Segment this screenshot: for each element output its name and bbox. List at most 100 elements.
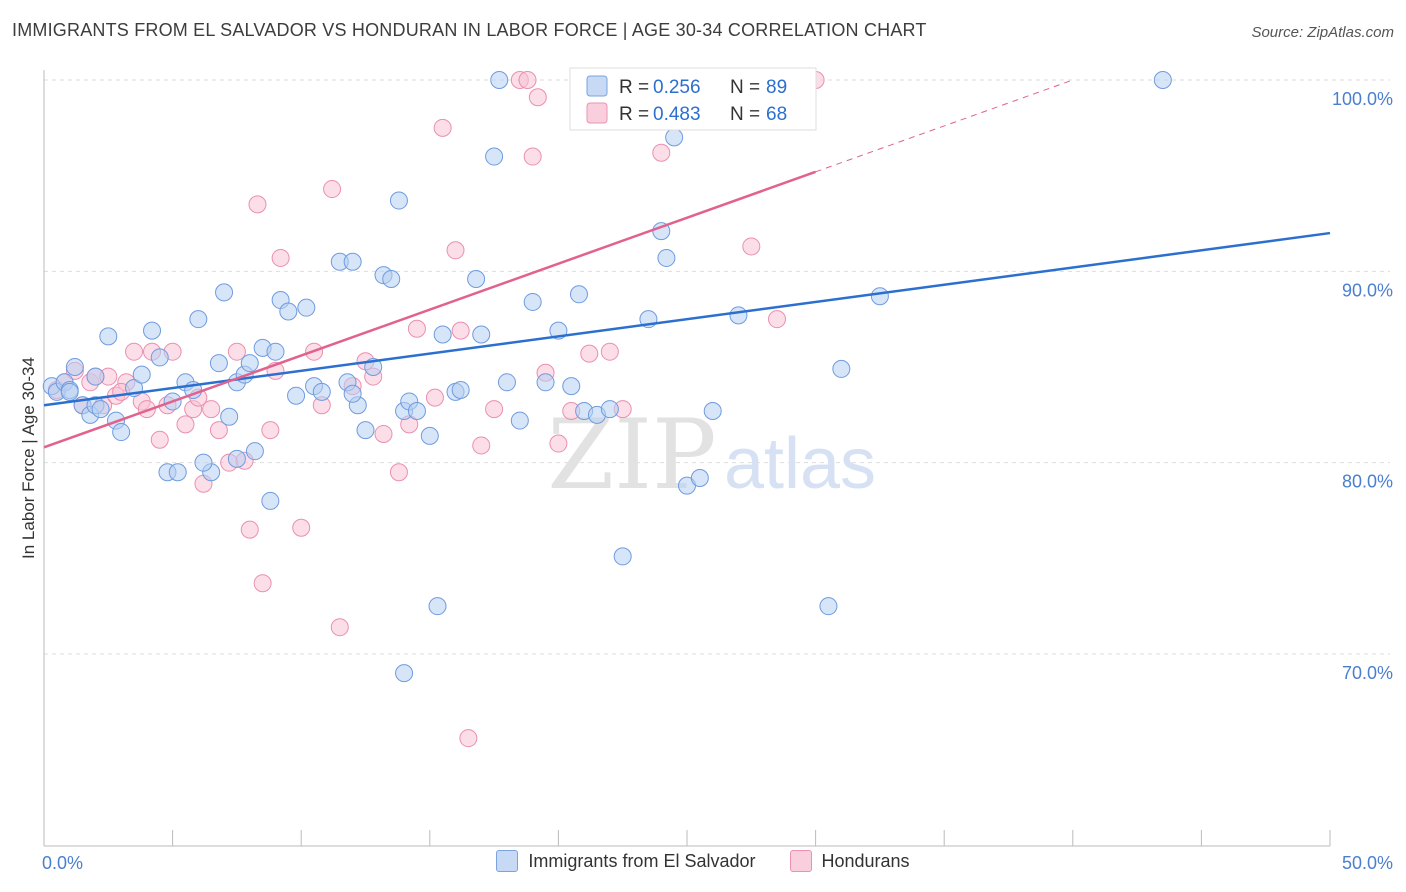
pink-point bbox=[459, 729, 478, 748]
y-tick-label: 90.0% bbox=[1342, 280, 1393, 300]
legend-pink-swatch bbox=[586, 102, 608, 124]
blue-point bbox=[65, 358, 84, 376]
pink-point bbox=[389, 463, 408, 482]
pink-point bbox=[240, 520, 259, 539]
el-salvador-swatch bbox=[496, 850, 519, 872]
blue-point bbox=[189, 310, 208, 329]
blue-point bbox=[395, 664, 414, 683]
blue-point bbox=[870, 287, 889, 306]
pink-point bbox=[209, 421, 228, 440]
pink-point bbox=[768, 310, 787, 329]
legend-pink-r-value: 0.483 bbox=[653, 104, 701, 125]
pink-point bbox=[518, 71, 537, 89]
y-tick-label: 100.0% bbox=[1332, 89, 1393, 109]
blue-point bbox=[150, 348, 169, 367]
blue-point bbox=[467, 269, 486, 288]
blue-point bbox=[600, 400, 619, 419]
blue-point bbox=[132, 365, 151, 384]
blue-point bbox=[168, 463, 187, 482]
correlation-legend: R = 0.256 N = 89 R = 0.483 N = 68 bbox=[569, 67, 817, 131]
legend-box bbox=[569, 67, 817, 131]
pink-point bbox=[528, 88, 547, 107]
y-tick-label: 80.0% bbox=[1342, 472, 1393, 492]
trend-lines bbox=[43, 79, 1331, 449]
blue-point bbox=[569, 285, 588, 304]
pink-point bbox=[271, 248, 290, 267]
hondurans-trend-line bbox=[43, 170, 817, 449]
source-credit: Source: ZipAtlas.com bbox=[1251, 24, 1394, 41]
pink-point bbox=[472, 436, 491, 455]
hondurans-swatch bbox=[789, 850, 812, 872]
blue-point bbox=[819, 597, 838, 616]
blue-point bbox=[60, 382, 79, 401]
legend-item-el-salvador: Immigrants from El Salvador bbox=[496, 850, 756, 872]
y-tick-labels: 100.0% 90.0% 80.0% 70.0% bbox=[1332, 89, 1393, 683]
blue-point bbox=[433, 325, 452, 344]
blue-point bbox=[451, 380, 470, 399]
pink-point bbox=[425, 388, 444, 407]
blue-point bbox=[99, 327, 118, 346]
blue-point bbox=[261, 491, 280, 510]
blue-point bbox=[215, 283, 234, 302]
hondurans-label: Hondurans bbox=[821, 850, 910, 871]
y-axis-label: In Labor Force | Age 30-34 bbox=[19, 357, 38, 559]
blue-point bbox=[266, 342, 285, 361]
blue-point bbox=[312, 382, 331, 401]
blue-point bbox=[510, 411, 529, 430]
blue-point bbox=[194, 453, 213, 472]
blue-point bbox=[245, 442, 264, 461]
watermark-atlas: atlas bbox=[724, 424, 876, 504]
legend-blue-r-label: R = bbox=[619, 77, 649, 98]
pink-point bbox=[330, 618, 349, 637]
blue-point bbox=[832, 359, 851, 378]
blue-point bbox=[536, 373, 555, 392]
blue-point bbox=[112, 423, 131, 442]
legend-blue-n-value: 89 bbox=[766, 77, 787, 98]
pink-point bbox=[446, 241, 465, 260]
blue-point bbox=[703, 402, 722, 421]
pink-point bbox=[652, 143, 671, 162]
blue-point bbox=[690, 468, 709, 487]
legend-blue-swatch bbox=[586, 75, 608, 97]
blue-point bbox=[86, 367, 105, 386]
pink-point bbox=[176, 415, 195, 434]
blue-point bbox=[240, 354, 259, 373]
blue-point bbox=[497, 373, 516, 392]
blue-point bbox=[729, 306, 748, 325]
blue-point bbox=[485, 147, 504, 166]
legend-pink-n-value: 68 bbox=[766, 104, 787, 125]
pink-point bbox=[261, 421, 280, 440]
blue-point bbox=[490, 71, 509, 89]
blue-point bbox=[1153, 71, 1172, 89]
el-salvador-label: Immigrants from El Salvador bbox=[528, 850, 756, 871]
pink-point bbox=[292, 518, 311, 537]
blue-point bbox=[209, 354, 228, 373]
series-legend: Immigrants from El Salvador Hondurans bbox=[0, 850, 1406, 872]
blue-point bbox=[297, 298, 316, 317]
pink-point bbox=[433, 118, 452, 137]
blue-point bbox=[389, 191, 408, 210]
pink-point bbox=[549, 434, 568, 453]
blue-point bbox=[227, 449, 246, 468]
pink-point bbox=[227, 342, 246, 361]
el-salvador-points bbox=[42, 71, 1172, 683]
blue-point bbox=[523, 292, 542, 311]
pink-point bbox=[202, 400, 221, 419]
y-tick-label: 70.0% bbox=[1342, 663, 1393, 683]
blue-point bbox=[665, 128, 684, 147]
legend-pink-r-label: R = bbox=[619, 104, 649, 125]
blue-point bbox=[356, 421, 375, 440]
hondurans-trend-extension bbox=[815, 79, 1073, 173]
legend-blue-n-label: N = bbox=[730, 77, 760, 98]
blue-point bbox=[428, 597, 447, 616]
pink-point bbox=[125, 342, 144, 361]
legend-item-hondurans: Hondurans bbox=[789, 850, 910, 872]
blue-point bbox=[472, 325, 491, 344]
blue-point bbox=[613, 547, 632, 566]
pink-point bbox=[374, 424, 393, 443]
pink-point bbox=[248, 195, 267, 214]
blue-point bbox=[91, 400, 110, 419]
legend-blue-r-value: 0.256 bbox=[653, 77, 701, 98]
blue-point bbox=[279, 302, 298, 321]
